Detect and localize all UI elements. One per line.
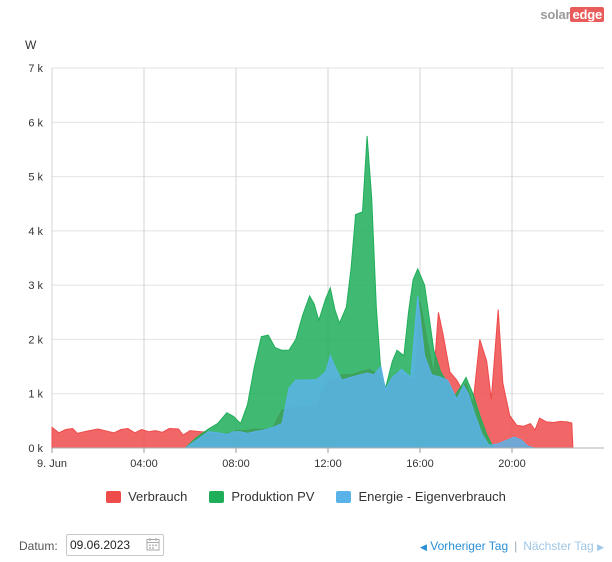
y-axis-label: W (25, 38, 37, 52)
x-axis-ticks: 9. Jun 04:00 08:00 12:00 16:00 20:00 (37, 447, 604, 470)
x-tick-label: 20:00 (498, 458, 526, 470)
series-area (183, 295, 536, 449)
y-tick-label: 2 k (28, 334, 43, 346)
triangle-right-icon: ▶ (597, 542, 604, 552)
x-tick-label: 04:00 (130, 458, 158, 470)
date-navigation: Datum: ◀ Vorheriger Tag | Nächster Tag ▶ (0, 534, 612, 558)
y-tick-label: 1 k (28, 389, 43, 401)
legend-swatch (209, 490, 225, 503)
chart-series-areas (51, 135, 574, 449)
y-tick-label: 6 k (28, 117, 43, 129)
previous-day-link[interactable]: ◀ Vorheriger Tag (420, 539, 508, 553)
date-label: Datum: (19, 539, 58, 553)
y-tick-label: 5 k (28, 172, 43, 184)
x-tick-label: 16:00 (406, 458, 434, 470)
x-tick-label: 9. Jun (37, 458, 67, 470)
y-tick-label: 7 k (28, 63, 43, 75)
legend-swatch (336, 490, 352, 503)
x-tick-label: 12:00 (314, 458, 342, 470)
y-tick-label: 0 k (28, 443, 43, 455)
date-input[interactable] (67, 535, 148, 555)
day-navigation: ◀ Vorheriger Tag | Nächster Tag ▶ (420, 539, 604, 553)
next-day-label: Nächster Tag (523, 539, 594, 553)
logo-text-solar: solar (540, 7, 571, 22)
nav-separator: | (514, 539, 518, 553)
x-tick-label: 08:00 (222, 458, 250, 470)
y-tick-label: 3 k (28, 280, 43, 292)
next-day-link[interactable]: Nächster Tag ▶ (523, 539, 604, 553)
date-picker[interactable] (66, 534, 164, 556)
y-axis-ticks: 0 k 1 k 2 k 3 k 4 k 5 k 6 k 7 k (28, 63, 43, 455)
legend-swatch (106, 490, 122, 503)
calendar-icon[interactable] (146, 537, 160, 551)
legend-item[interactable]: Verbrauch (106, 489, 187, 504)
legend-item[interactable]: Produktion PV (209, 489, 314, 504)
y-tick-label: 4 k (28, 226, 43, 238)
legend-label: Energie - Eigenverbrauch (358, 489, 506, 504)
triangle-left-icon: ◀ (420, 542, 427, 552)
solaredge-logo: solar edge (540, 7, 604, 22)
chart-legend: Verbrauch Produktion PV Energie - Eigenver… (0, 489, 612, 504)
logo-text-edge: edge (570, 7, 604, 22)
legend-label: Verbrauch (128, 489, 188, 504)
legend-label: Produktion PV (231, 489, 315, 504)
power-chart: W 0 k 1 k 2 k 3 k 4 k 5 k 6 k 7 k 9. Jun 04:00 08… (25, 38, 604, 470)
legend-item[interactable]: Energie - Eigenverbrauch (336, 489, 506, 504)
previous-day-label: Vorheriger Tag (430, 539, 509, 553)
